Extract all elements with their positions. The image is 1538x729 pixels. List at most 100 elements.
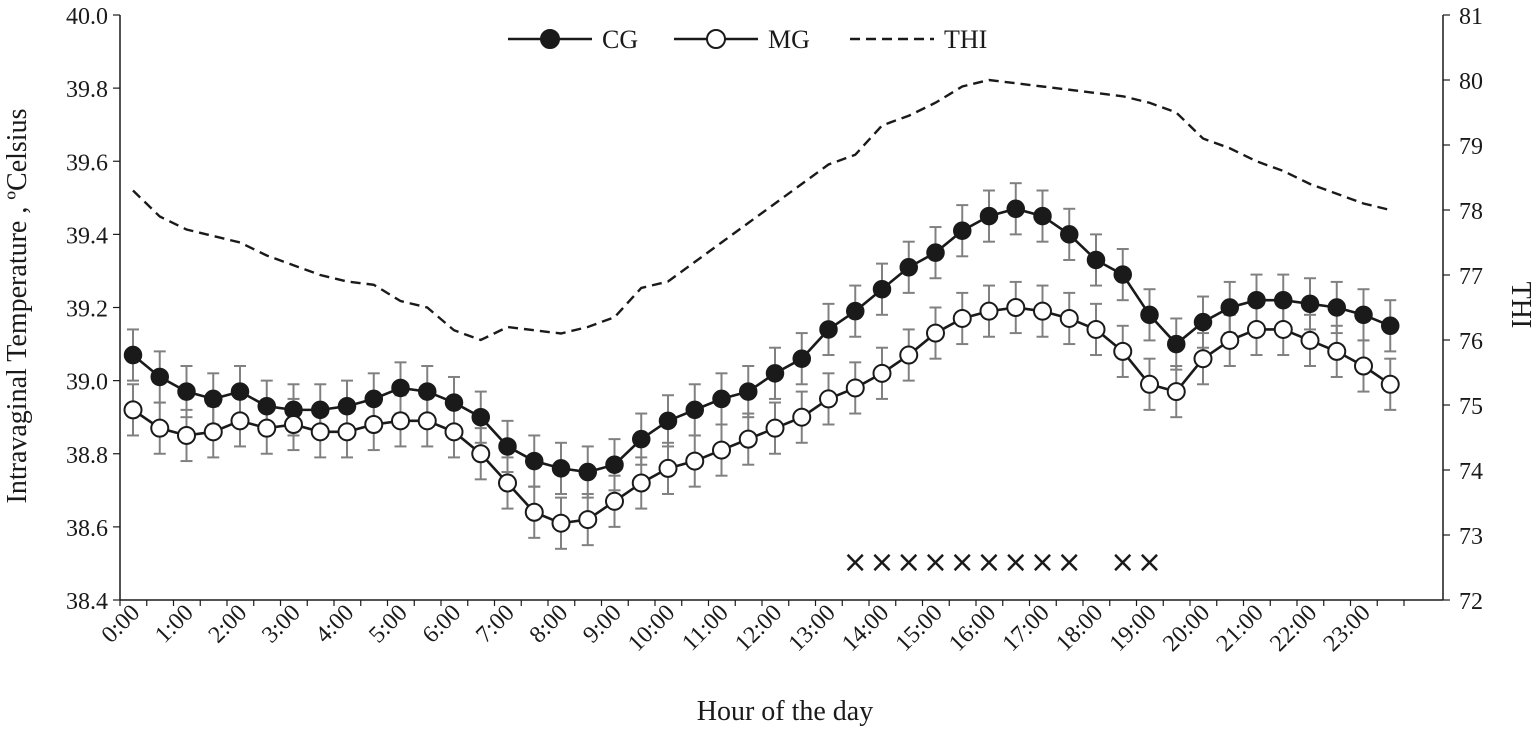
mg-point [1273, 319, 1293, 339]
significance-marker: × [1057, 545, 1082, 580]
mg-point [1354, 356, 1373, 376]
y-tick-label: 39.6 [66, 150, 108, 176]
cg-point [525, 451, 544, 471]
mg-point [1113, 341, 1133, 361]
cg-point [899, 258, 918, 277]
cg-point [605, 455, 624, 474]
cg-point [846, 301, 865, 321]
cg-point [926, 243, 945, 262]
cg-point [1086, 250, 1106, 270]
cg-point [150, 367, 169, 387]
mg-point [284, 415, 303, 434]
mg-point [899, 345, 919, 365]
y2-tick-label: 76 [1459, 329, 1483, 355]
legend-cg-marker [540, 29, 560, 49]
cg-point [551, 459, 571, 478]
cg-point [792, 349, 811, 368]
mg-point [1140, 374, 1159, 394]
significance-marker: × [923, 545, 948, 580]
x-tick-label: 11:00 [677, 600, 733, 656]
cg-point [418, 382, 437, 401]
y-tick-label: 39.8 [66, 77, 108, 103]
cg-point [765, 364, 785, 383]
cg-point [632, 429, 651, 449]
mg-point [926, 323, 945, 343]
cg-point [1113, 265, 1132, 284]
mg-point [1327, 341, 1347, 361]
significance-marker: × [843, 545, 868, 580]
x-tick-label: 19:00 [1105, 600, 1162, 657]
plot-area: 0:00 1:00 2:00 3:00 4:00 5:00 6:00 7:00 8:00 9:00… [66, 4, 1483, 657]
y2-tick-label: 72 [1459, 589, 1483, 615]
y-tick-label: 38.8 [66, 443, 108, 469]
cg-point [391, 378, 410, 398]
cg-point [1140, 305, 1159, 325]
mg-point [1247, 319, 1266, 339]
cg-point [1327, 298, 1346, 317]
x-tick-label: 4:00 [311, 600, 360, 649]
cg-point [685, 400, 704, 420]
y2-tick-label: 80 [1459, 69, 1483, 95]
mg-point [712, 440, 731, 460]
x-tick-label: 22:00 [1265, 600, 1322, 657]
y-axis-ticks: 38.4 38.6 38.8 39.0 39.2 39.4 39.6 39.8 40.0 [66, 4, 120, 615]
mg-point [444, 422, 464, 442]
mg-point [310, 422, 330, 442]
mg-point [845, 378, 865, 398]
mg-point [1166, 382, 1186, 402]
y-tick-label: 39.0 [66, 370, 108, 396]
y2-tick-label: 78 [1459, 199, 1483, 225]
cg-point [578, 462, 597, 482]
x-tick-label: 21:00 [1212, 600, 1269, 657]
significance-marker: × [1110, 545, 1135, 580]
x-tick-label: 18:00 [1051, 600, 1108, 657]
y-tick-label: 38.6 [66, 516, 108, 542]
y2-axis-title: THI [1505, 282, 1536, 329]
y2-tick-label: 77 [1459, 264, 1483, 290]
cg-point [658, 411, 678, 431]
significance-marker: × [1030, 545, 1055, 580]
y2-tick-label: 75 [1459, 394, 1483, 420]
mg-point [524, 502, 544, 522]
cg-point [1033, 206, 1052, 226]
significance-marker: × [1003, 545, 1028, 580]
x-tick-label: 12:00 [730, 600, 787, 657]
cg-point [177, 382, 196, 401]
x-axis-title: Hour of the day [697, 696, 874, 727]
cg-point [1006, 199, 1025, 219]
legend-mg-marker [706, 29, 726, 49]
x-tick-label: 3:00 [257, 600, 306, 649]
x-tick-label: 2:00 [204, 600, 253, 649]
y-axis-title: Intravaginal Temperature , ºCelsius [2, 109, 33, 504]
legend: CG MG THI [508, 25, 987, 54]
x-tick-label: 13:00 [784, 600, 841, 657]
x-tick-label: 5:00 [364, 600, 413, 649]
mg-point [1220, 330, 1240, 350]
mg-point [952, 308, 972, 328]
mg-point [337, 422, 357, 442]
mg-point [203, 422, 223, 442]
mg-point [230, 411, 250, 431]
y2-tick-label: 79 [1459, 134, 1483, 160]
x-tick-label: 15:00 [891, 600, 948, 657]
mg-point [177, 425, 196, 445]
legend-mg-label: MG [768, 25, 810, 54]
mg-point [979, 301, 999, 321]
cg-point [1381, 316, 1400, 336]
mg-point [1033, 301, 1052, 321]
cg-point [123, 345, 143, 365]
mg-point [150, 418, 170, 438]
mg-point [765, 418, 785, 438]
significance-marker: × [950, 545, 975, 580]
series-mg [123, 298, 1400, 533]
x-tick-label: 8:00 [525, 600, 574, 649]
y2-axis-ticks: 72 73 74 75 76 77 78 79 80 81 [1443, 4, 1483, 615]
cg-point [337, 396, 357, 416]
legend-thi-label: THI [944, 25, 987, 54]
cg-point [1354, 305, 1373, 325]
cg-point [1220, 298, 1239, 317]
mg-point [738, 429, 758, 449]
cg-point [311, 400, 330, 420]
significance-marker: × [1137, 545, 1162, 580]
